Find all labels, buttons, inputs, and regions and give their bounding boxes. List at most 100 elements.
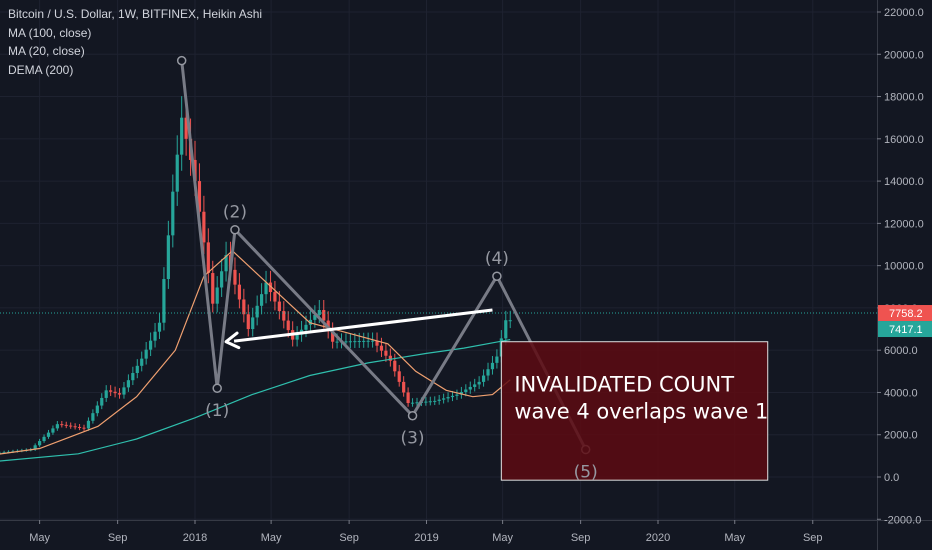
x-tick-label: 2018 [183, 532, 207, 544]
candle-body [126, 380, 131, 388]
candle-body [459, 392, 463, 395]
candle-body [362, 340, 366, 342]
x-tick-label: Sep [803, 532, 823, 544]
wave-point [492, 271, 502, 281]
annotation-box [500, 341, 769, 481]
candle-body [175, 154, 179, 192]
candle-body [113, 391, 117, 394]
candle-body [104, 390, 108, 398]
wave-label-5-overlay: (5) [574, 463, 598, 483]
x-tick-label: Sep [108, 532, 128, 544]
candle-body [366, 340, 370, 342]
candle-body [233, 269, 237, 285]
x-tick-label: 2019 [414, 532, 438, 544]
candle-body [384, 350, 388, 356]
x-tick-label: Sep [339, 532, 359, 544]
candle-body [273, 292, 277, 302]
x-tick-label: 2020 [646, 532, 670, 544]
candle-body [490, 362, 495, 370]
candle-body [264, 282, 268, 295]
candle-body [473, 384, 477, 387]
annotation-line1: INVALIDATED COUNT [514, 373, 734, 397]
wave-label: (3) [400, 429, 424, 449]
candle-body [504, 320, 508, 339]
candle-body [335, 341, 339, 343]
candle-body [331, 331, 335, 342]
wave-point [407, 410, 418, 421]
candle-body [486, 369, 490, 376]
x-tick-label: May [261, 532, 282, 544]
y-tick-label: 20000.0 [884, 49, 924, 61]
candle-body [171, 191, 175, 236]
candle-body [277, 301, 281, 312]
candle-body [55, 424, 59, 429]
y-tick-label: 18000.0 [884, 92, 924, 104]
candle-body [495, 356, 499, 363]
candle-body [149, 340, 153, 350]
candle-body [109, 390, 113, 392]
candle-body [251, 317, 255, 330]
candle-body [38, 441, 42, 446]
candle-body [91, 413, 95, 421]
candle-body [46, 432, 51, 437]
candle-body [295, 334, 299, 340]
candle-body [131, 373, 135, 381]
candle-body [442, 398, 446, 400]
candle-body [370, 340, 375, 342]
candle-body [410, 402, 415, 404]
candle-body [455, 394, 459, 396]
y-tick-label: 16000.0 [884, 134, 924, 146]
candle-body [322, 310, 326, 321]
candle-body [242, 299, 246, 315]
candle-body [224, 255, 228, 272]
candle-body [402, 381, 406, 393]
candle-body [135, 365, 139, 374]
legend-dema: DEMA (200) [8, 62, 74, 77]
candle-body [42, 436, 46, 442]
candle-body [144, 349, 148, 359]
candle-body [446, 397, 450, 399]
legend-ma100: MA (100, close) [8, 25, 92, 40]
wave-point [230, 224, 240, 235]
candle-body [437, 399, 441, 401]
y-tick-label: 12000.0 [884, 218, 924, 230]
candle-body [197, 181, 202, 212]
candle-body [477, 381, 481, 385]
candle-body [344, 341, 348, 343]
candle-body [162, 279, 166, 323]
wave-line [180, 60, 588, 451]
candle-body [348, 341, 352, 343]
candle-body [100, 397, 104, 406]
candle-body [237, 284, 241, 300]
candle-body [211, 273, 215, 304]
candle-body [406, 392, 410, 404]
candle-body [86, 420, 91, 429]
wave-point [176, 55, 187, 66]
candle-body [508, 320, 512, 322]
candle-body [317, 310, 321, 315]
candle-body [69, 425, 73, 427]
wave-label: (4) [485, 249, 509, 269]
candle-body [415, 402, 419, 404]
candle-body [304, 324, 308, 330]
candle-body [468, 386, 472, 390]
legend-ma20: MA (20, close) [8, 44, 85, 58]
candle-body [202, 211, 206, 243]
candle-body [259, 294, 264, 306]
candle-body [379, 345, 384, 351]
candle-body [184, 117, 188, 139]
y-tick-label: 2000.0 [884, 430, 918, 442]
wave-label: (2) [223, 203, 247, 223]
candle-body [33, 445, 37, 450]
candle-body [157, 322, 162, 332]
candle-body [77, 426, 82, 428]
candle-body [450, 395, 455, 398]
candle-body [51, 428, 55, 433]
y-tick-label: 10000.0 [884, 261, 924, 273]
y-tick-label: 22000.0 [884, 7, 924, 19]
x-tick-label: Sep [571, 532, 591, 544]
candle-body [215, 287, 219, 304]
candle-body [397, 371, 401, 382]
candle-body [282, 311, 286, 321]
